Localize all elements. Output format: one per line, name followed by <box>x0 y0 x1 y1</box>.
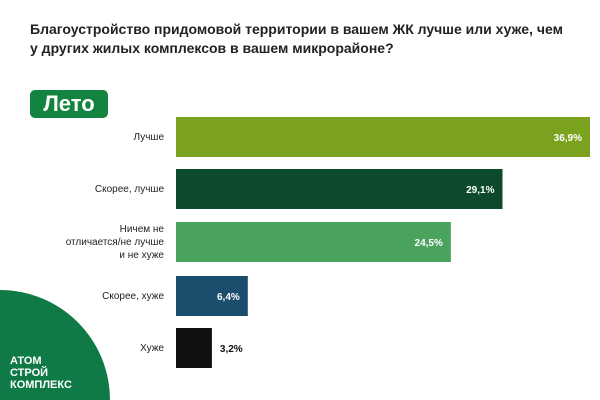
category-label: Скорее, хуже <box>102 290 164 302</box>
logo-line: КОМПЛЕКС <box>10 379 72 391</box>
category-label: Скорее, лучше <box>94 183 164 195</box>
value-label: 6,4% <box>217 292 240 303</box>
value-label: 3,2% <box>220 344 243 355</box>
chart-title: Благоустройство придомовой территории в … <box>30 21 563 56</box>
value-label: 36,9% <box>554 133 582 144</box>
logo: АТОМ СТРОЙ КОМПЛЕКС <box>10 355 72 391</box>
bar <box>176 117 590 157</box>
bar <box>176 276 248 316</box>
category-label: Ничем не отличается/не лучше и не хуже <box>65 223 164 261</box>
category-label: Лучше <box>133 131 164 143</box>
value-label: 24,5% <box>415 238 443 249</box>
logo-line: АТОМ <box>10 355 42 367</box>
category-label: Хуже <box>140 342 164 354</box>
logo-shape <box>0 290 110 400</box>
bar <box>176 169 503 209</box>
value-label: 29,1% <box>466 185 494 196</box>
bar <box>176 222 451 262</box>
logo-line: СТРОЙ <box>10 367 49 379</box>
season-badge: Лето <box>30 90 108 118</box>
bar <box>176 328 212 368</box>
